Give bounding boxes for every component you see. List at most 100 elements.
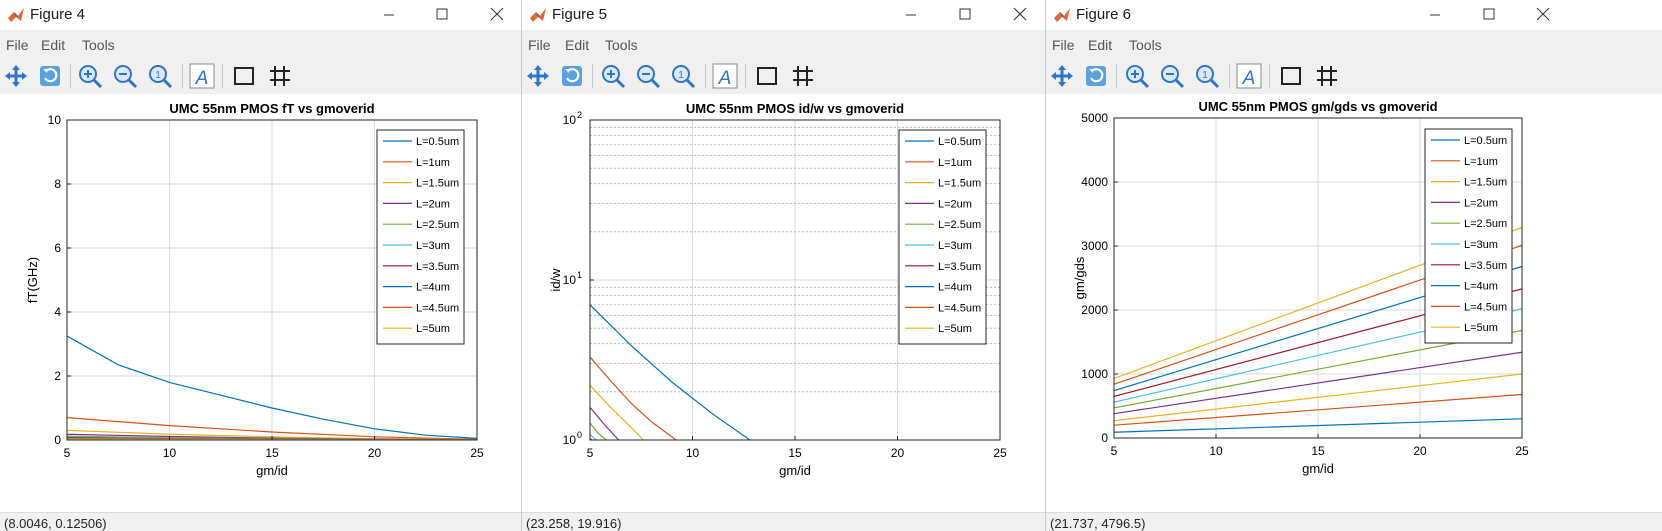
legend-label: L=1.5um — [416, 178, 459, 190]
legend-box — [1424, 128, 1513, 344]
zoom-out-icon[interactable] — [634, 62, 662, 90]
series-line-3 — [590, 384, 644, 440]
x-axis-label: gm/id — [1302, 461, 1334, 476]
y-axis-label: id/w — [548, 268, 563, 292]
menu-file[interactable]: File — [528, 37, 551, 53]
insert-text-icon[interactable]: A — [711, 62, 739, 90]
plot-area[interactable]: UMC 55nm PMOS gm/gds vs gmoverid 5 10 15 20 2… — [1046, 94, 1662, 512]
reset-zoom-icon[interactable]: 1 — [146, 62, 174, 90]
svg-text:A: A — [195, 68, 209, 89]
menu-tools[interactable]: Tools — [1129, 37, 1162, 53]
zoom-out-icon[interactable] — [1158, 62, 1186, 90]
title-bar[interactable]: Figure 5 — [522, 0, 1045, 30]
window-title: Figure 6 — [1076, 6, 1132, 23]
y-tick-exponent: 1 — [577, 270, 582, 280]
y-tick-label: 0 — [54, 433, 61, 447]
legend-label: L=4um — [938, 282, 972, 294]
pan-icon[interactable] — [2, 62, 30, 90]
menu-tools[interactable]: Tools — [605, 37, 638, 53]
menu-file[interactable]: File — [1052, 37, 1075, 53]
legend-label: L=1um — [416, 157, 450, 169]
pan-icon[interactable] — [524, 62, 552, 90]
grid-icon[interactable] — [789, 62, 817, 90]
legend-label: L=4.5um — [938, 302, 981, 314]
x-tick-label: 15 — [788, 446, 802, 460]
rotate-icon[interactable] — [36, 62, 64, 90]
menu-bar: File Edit Tools — [0, 34, 521, 56]
minimize-icon[interactable] — [888, 0, 934, 30]
x-tick-label: 25 — [993, 446, 1007, 460]
insert-text-icon[interactable]: A — [1235, 62, 1263, 90]
menu-bar: File Edit Tools — [522, 34, 1045, 56]
toolbar: 1 A — [0, 58, 521, 94]
y-tick-label: 10 — [563, 273, 577, 287]
legend-label: L=5um — [1464, 322, 1498, 334]
insert-rectangle-icon[interactable] — [753, 62, 781, 90]
title-bar[interactable]: Figure 6 — [1046, 0, 1662, 30]
x-axis-label: gm/id — [779, 463, 811, 478]
legend-label: L=0.5um — [1464, 135, 1507, 147]
zoom-in-icon[interactable] — [1123, 62, 1151, 90]
maximize-icon[interactable] — [1466, 0, 1512, 30]
zoom-in-icon[interactable] — [599, 62, 627, 90]
chart-title: UMC 55nm PMOS gm/gds vs gmoverid — [1198, 99, 1437, 114]
svg-text:A: A — [718, 68, 732, 89]
title-bar[interactable]: Figure 4 — [0, 0, 521, 30]
grid-icon[interactable] — [1313, 62, 1341, 90]
series-line-3 — [1114, 373, 1522, 422]
legend-label: L=1um — [938, 157, 972, 169]
zoom-in-icon[interactable] — [76, 62, 104, 90]
status-bar: (21.737, 4796.5) — [1046, 512, 1662, 531]
legend-label: L=5um — [416, 323, 450, 335]
x-tick-label: 20 — [1413, 444, 1427, 458]
close-icon[interactable] — [1520, 0, 1566, 30]
maximize-icon[interactable] — [942, 0, 988, 30]
insert-rectangle-icon[interactable] — [1277, 62, 1305, 90]
toolbar-separator — [222, 64, 223, 88]
matlab-logo-icon — [1054, 8, 1070, 22]
chart[interactable]: UMC 55nm PMOS fT vs gmoverid 5 10 15 20 25 0 2 4… — [0, 94, 522, 512]
cursor-coordinates: (8.0046, 0.12506) — [4, 516, 107, 531]
grid-icon[interactable] — [266, 62, 294, 90]
menu-edit[interactable]: Edit — [41, 37, 66, 53]
menu-tools[interactable]: Tools — [82, 37, 115, 53]
toolbar-separator — [70, 64, 71, 88]
legend-box — [376, 129, 465, 345]
x-tick-label: 10 — [163, 446, 177, 460]
plot-area[interactable]: UMC 55nm PMOS id/w vs gmoverid 5 10 15 20 25 1… — [522, 94, 1045, 512]
legend-label: L=5um — [938, 323, 972, 335]
y-tick-label: 4 — [54, 305, 61, 319]
chart[interactable]: UMC 55nm PMOS gm/gds vs gmoverid 5 10 15 20 2… — [1046, 94, 1662, 512]
matlab-logo-icon — [530, 8, 546, 22]
rotate-icon[interactable] — [558, 62, 586, 90]
y-tick-label: 2000 — [1081, 303, 1108, 317]
legend-label: L=1.5um — [1464, 177, 1507, 189]
legend-label: L=4.5um — [416, 302, 459, 314]
reset-zoom-icon[interactable]: 1 — [1193, 62, 1221, 90]
insert-rectangle-icon[interactable] — [230, 62, 258, 90]
series-line-4 — [590, 406, 620, 440]
plot-area[interactable]: UMC 55nm PMOS fT vs gmoverid 5 10 15 20 25 0 2 4… — [0, 94, 521, 512]
close-icon[interactable] — [997, 0, 1043, 30]
legend-label: L=3.5um — [938, 261, 981, 273]
pan-icon[interactable] — [1048, 62, 1076, 90]
series-line-2 — [1114, 393, 1522, 426]
menu-edit[interactable]: Edit — [565, 37, 590, 53]
insert-text-icon[interactable]: A — [188, 62, 216, 90]
minimize-icon[interactable] — [366, 0, 412, 30]
menu-bar: File Edit Tools — [1046, 34, 1662, 56]
status-bar: (8.0046, 0.12506) — [0, 512, 521, 531]
menu-edit[interactable]: Edit — [1088, 37, 1113, 53]
rotate-icon[interactable] — [1082, 62, 1110, 90]
reset-zoom-icon[interactable]: 1 — [669, 62, 697, 90]
minimize-icon[interactable] — [1412, 0, 1458, 30]
maximize-icon[interactable] — [419, 0, 465, 30]
menu-file[interactable]: File — [6, 37, 29, 53]
toolbar-separator — [592, 64, 593, 88]
zoom-out-icon[interactable] — [111, 62, 139, 90]
legend-label: L=0.5um — [416, 136, 459, 148]
window-title: Figure 4 — [30, 6, 86, 23]
x-tick-label: 10 — [686, 446, 700, 460]
close-icon[interactable] — [474, 0, 520, 30]
